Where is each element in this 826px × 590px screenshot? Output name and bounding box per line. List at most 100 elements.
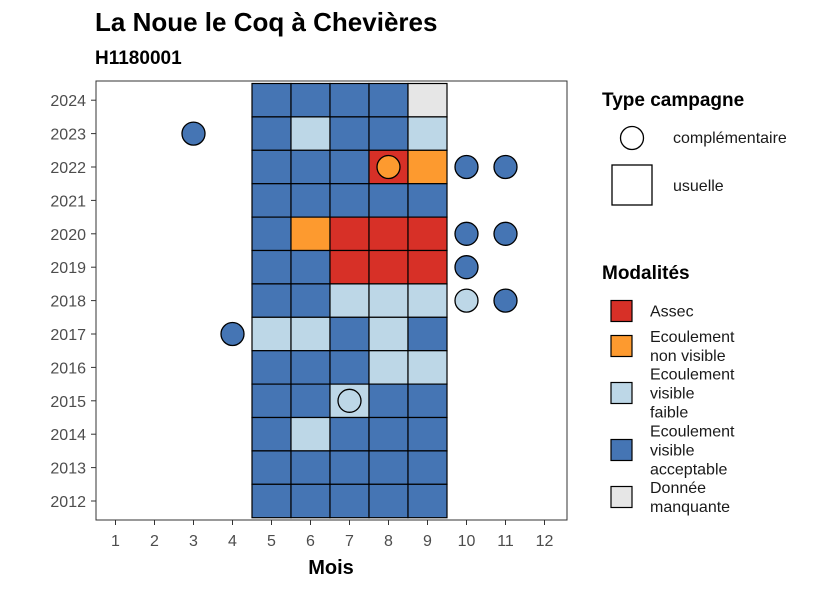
heatmap-cell xyxy=(251,149,292,185)
heatmap-cell xyxy=(251,283,292,318)
heatmap-cell xyxy=(407,383,448,419)
x-axis-title: Mois xyxy=(308,557,354,579)
x-tick-label: 2 xyxy=(150,533,159,550)
x-tick-label: 8 xyxy=(384,533,393,550)
heatmap-cell xyxy=(368,249,409,285)
x-tick-label: 1 xyxy=(111,533,120,550)
legend-label-usuelle: usuelle xyxy=(673,178,724,195)
y-tick-label: 2014 xyxy=(50,427,86,444)
heatmap-cell xyxy=(290,116,331,151)
heatmap-cell xyxy=(329,216,370,252)
heatmap-cell xyxy=(290,183,331,218)
heatmap-cell xyxy=(368,216,409,252)
heatmap-cell xyxy=(251,450,292,485)
legend-key-fai xyxy=(610,381,633,405)
legend-label-miss: Donnée manquante xyxy=(650,480,730,516)
data-point xyxy=(220,321,245,347)
legend-label-line: Ecoulement xyxy=(650,424,735,441)
heatmap-cell xyxy=(251,216,292,252)
heatmap-cell xyxy=(290,216,331,252)
heatmap-cell xyxy=(290,383,331,419)
y-axis: 2012 2013 2014 2015 2016 2017 2018 2019 2020 2021… xyxy=(50,93,96,511)
heatmap-cell xyxy=(368,350,409,385)
data-point xyxy=(454,154,479,180)
legend-key-usuelle xyxy=(611,164,653,206)
heatmap-cell xyxy=(290,82,331,118)
heatmap-cell xyxy=(329,183,370,218)
heatmap-cell xyxy=(290,283,331,318)
heatmap-cell xyxy=(290,316,331,352)
y-tick-label: 2017 xyxy=(50,327,86,344)
y-tick-label: 2012 xyxy=(50,494,86,511)
legend-modalites-title: Modalités xyxy=(602,263,690,284)
heatmap-cell xyxy=(368,316,409,352)
heatmap-cell xyxy=(251,316,292,352)
heatmap-cell xyxy=(368,183,409,218)
heatmap-cell xyxy=(251,183,292,218)
legend-label-line: faible xyxy=(650,405,688,422)
heatmap-cell xyxy=(290,149,331,185)
x-tick-label: 5 xyxy=(267,533,276,550)
legend-key-complementaire xyxy=(619,125,645,151)
legend-label-line: visible xyxy=(650,386,695,403)
heatmap-cell xyxy=(251,116,292,151)
heatmap-cell xyxy=(407,416,448,452)
heatmap-cell xyxy=(329,416,370,452)
chart-title: La Noue le Coq à Chevières xyxy=(95,7,437,37)
legend-label-complementaire: complémentaire xyxy=(673,130,787,147)
heatmap-cell xyxy=(407,350,448,385)
heatmap-cell xyxy=(407,249,448,285)
heatmap-cell xyxy=(368,82,409,118)
legend-label-line: Assec xyxy=(650,304,694,321)
legend-key-nonv xyxy=(610,334,633,358)
legend-label-line: Ecoulement xyxy=(650,367,735,384)
heatmap-cell xyxy=(407,149,448,185)
heatmap-cell xyxy=(329,249,370,285)
data-point xyxy=(493,154,518,180)
legend-type-title: Type campagne xyxy=(602,90,744,111)
heatmap-cell xyxy=(251,483,292,519)
legend-label-line: non visible xyxy=(650,348,726,365)
heatmap-cell xyxy=(368,116,409,151)
heatmap-cell xyxy=(251,383,292,419)
legend-label-nonv: Ecoulement non visible xyxy=(650,329,735,365)
heatmap-cell xyxy=(368,283,409,318)
heatmap-cell xyxy=(368,450,409,485)
data-point xyxy=(376,154,401,180)
legend-label-line: visible xyxy=(650,443,695,460)
legend-label-assec: Assec xyxy=(650,304,694,321)
heatmap-cell xyxy=(368,416,409,452)
y-tick-label: 2013 xyxy=(50,461,86,478)
data-point xyxy=(337,388,362,413)
y-tick-label: 2024 xyxy=(50,93,86,110)
x-tick-label: 12 xyxy=(536,533,554,550)
heatmap-cell xyxy=(368,483,409,519)
heatmap-cell xyxy=(290,350,331,385)
heatmap-cell xyxy=(329,316,370,352)
heatmap-cell xyxy=(290,483,331,519)
heatmap-cell xyxy=(329,116,370,151)
heatmap-cell xyxy=(251,350,292,385)
heatmap-cell xyxy=(329,149,370,185)
legend-label-line: Donnée xyxy=(650,480,706,497)
heatmap-cell xyxy=(251,249,292,285)
y-tick-label: 2020 xyxy=(50,227,86,244)
complementaire-points xyxy=(181,121,518,413)
y-tick-label: 2015 xyxy=(50,394,86,411)
heatmap-cell xyxy=(251,416,292,452)
data-point xyxy=(493,288,518,313)
heatmap-cell xyxy=(407,183,448,218)
y-tick-label: 2022 xyxy=(50,160,86,177)
heatmap-cell xyxy=(251,82,292,118)
chart-subtitle: H1180001 xyxy=(95,48,182,69)
usuelle-cells xyxy=(251,82,448,519)
x-tick-label: 9 xyxy=(423,533,432,550)
x-axis: 1 2 3 4 5 6 7 8 9 10 11 12 xyxy=(111,520,554,550)
x-tick-label: 6 xyxy=(306,533,315,550)
legend-label-fai: Ecoulement visible faible xyxy=(650,367,735,422)
x-tick-label: 10 xyxy=(458,533,476,550)
legend-key-miss xyxy=(610,485,633,509)
heatmap-cell xyxy=(290,416,331,452)
